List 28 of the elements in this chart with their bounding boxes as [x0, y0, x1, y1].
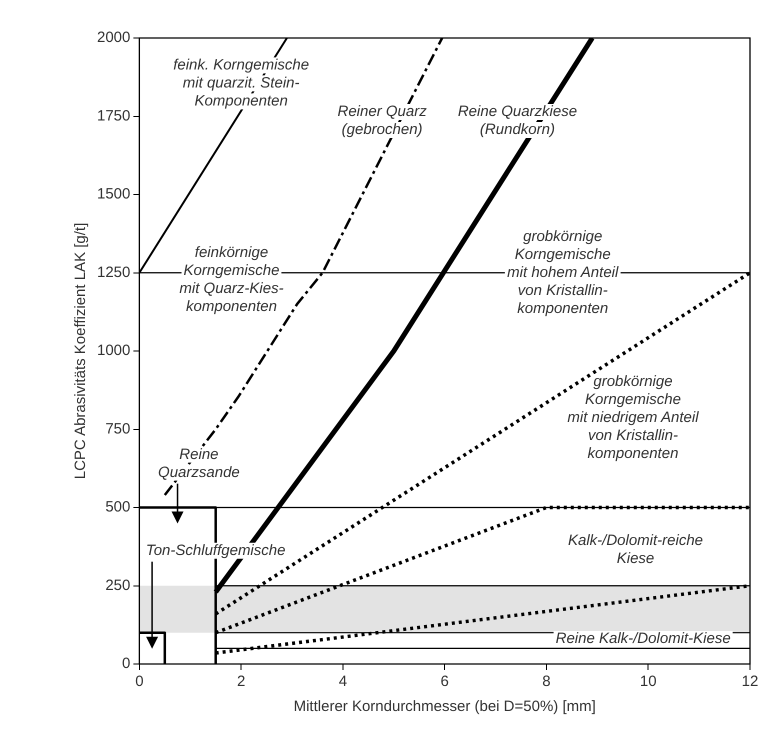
x-tick-label: 10 — [640, 673, 657, 690]
annotation: grobkörnige Korngemische mit niedrigem Anteil von Kristallin- komponenten — [567, 373, 700, 462]
y-tick-label: 2000 — [96, 29, 130, 46]
annotation: Ton-Schluffgemische — [146, 542, 286, 559]
annotation: Reine Quarzsande — [158, 446, 240, 481]
y-tick-label: 250 — [105, 576, 130, 594]
x-tick-label: 2 — [236, 673, 246, 690]
annotation: feink. Korngemische mit quarzit. Stein- Komponenten — [173, 56, 310, 110]
y-tick-label: 500 — [105, 498, 130, 516]
x-tick-label: 6 — [440, 673, 449, 690]
annotation: Reine Kalk-/Dolomit-Kiese — [556, 630, 731, 648]
y-tick-label: 1500 — [96, 186, 130, 203]
x-tick-label: 12 — [742, 673, 758, 690]
y-tick-label: 1000 — [96, 342, 130, 360]
y-tick-label: 1250 — [96, 264, 130, 281]
y-tick-label: 750 — [105, 420, 130, 438]
x-tick-label: 8 — [542, 673, 551, 690]
y-tick-label: 1750 — [96, 107, 130, 124]
x-tick-label: 0 — [135, 673, 144, 690]
y-axis-title: LCPC Abrasivitäts Koeffizient LAK [g/t] — [72, 222, 90, 480]
annotation: feinkörnige Korngemische mit Quarz-Kies- komponenten — [179, 244, 284, 315]
x-axis-title: Mittlerer Korndurchmesser (bei D=50%) [mm] — [294, 698, 596, 716]
annotation: Kalk-/Dolomit-reiche Kiese — [568, 532, 704, 567]
x-tick-label: 4 — [338, 673, 348, 690]
annotation: Reine Quarzkiese (Rundkorn) — [458, 103, 578, 138]
annotation: grobkörnige Korngemische mit hohem Anteil von Kristallin- komponenten — [507, 228, 619, 317]
annotation: Reiner Quarz (gebrochen) — [337, 103, 428, 138]
y-tick-label: 0 — [122, 655, 130, 672]
